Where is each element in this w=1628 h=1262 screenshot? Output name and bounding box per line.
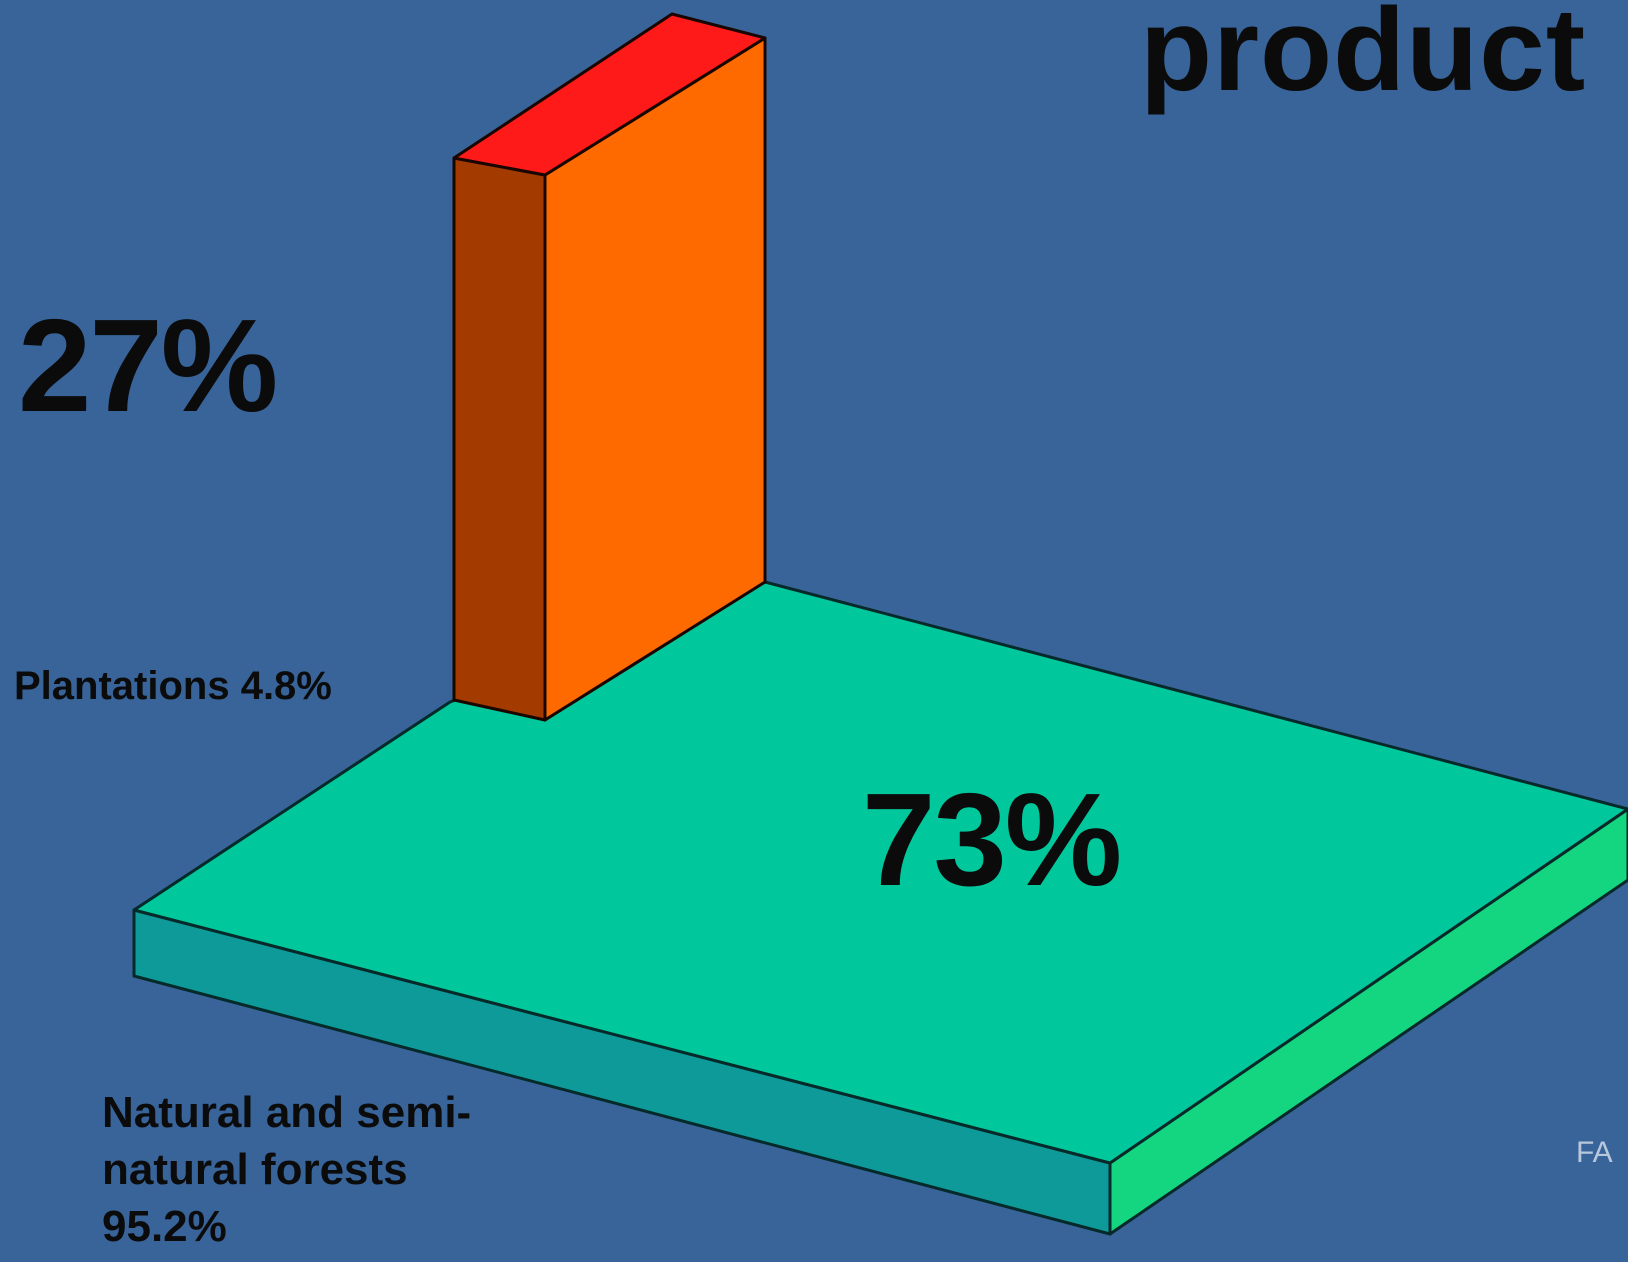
plantations-production-share: 27% [18,292,278,439]
natural-production-share: 73% [862,766,1122,913]
source-note: FA [1576,1136,1613,1169]
slide-title: product [1140,0,1587,116]
natural-slab-top-face [132,580,1628,1165]
natural-forests-area-label: Natural and semi-natural forests 95.2% [102,1088,472,1251]
plantations-column [452,12,767,722]
plantations-area-label: Plantations 4.8% [14,664,332,708]
plantations-column-top-face [452,12,767,177]
plantations-column-side-face [452,156,547,722]
natural-forests-slab [132,580,1628,1236]
